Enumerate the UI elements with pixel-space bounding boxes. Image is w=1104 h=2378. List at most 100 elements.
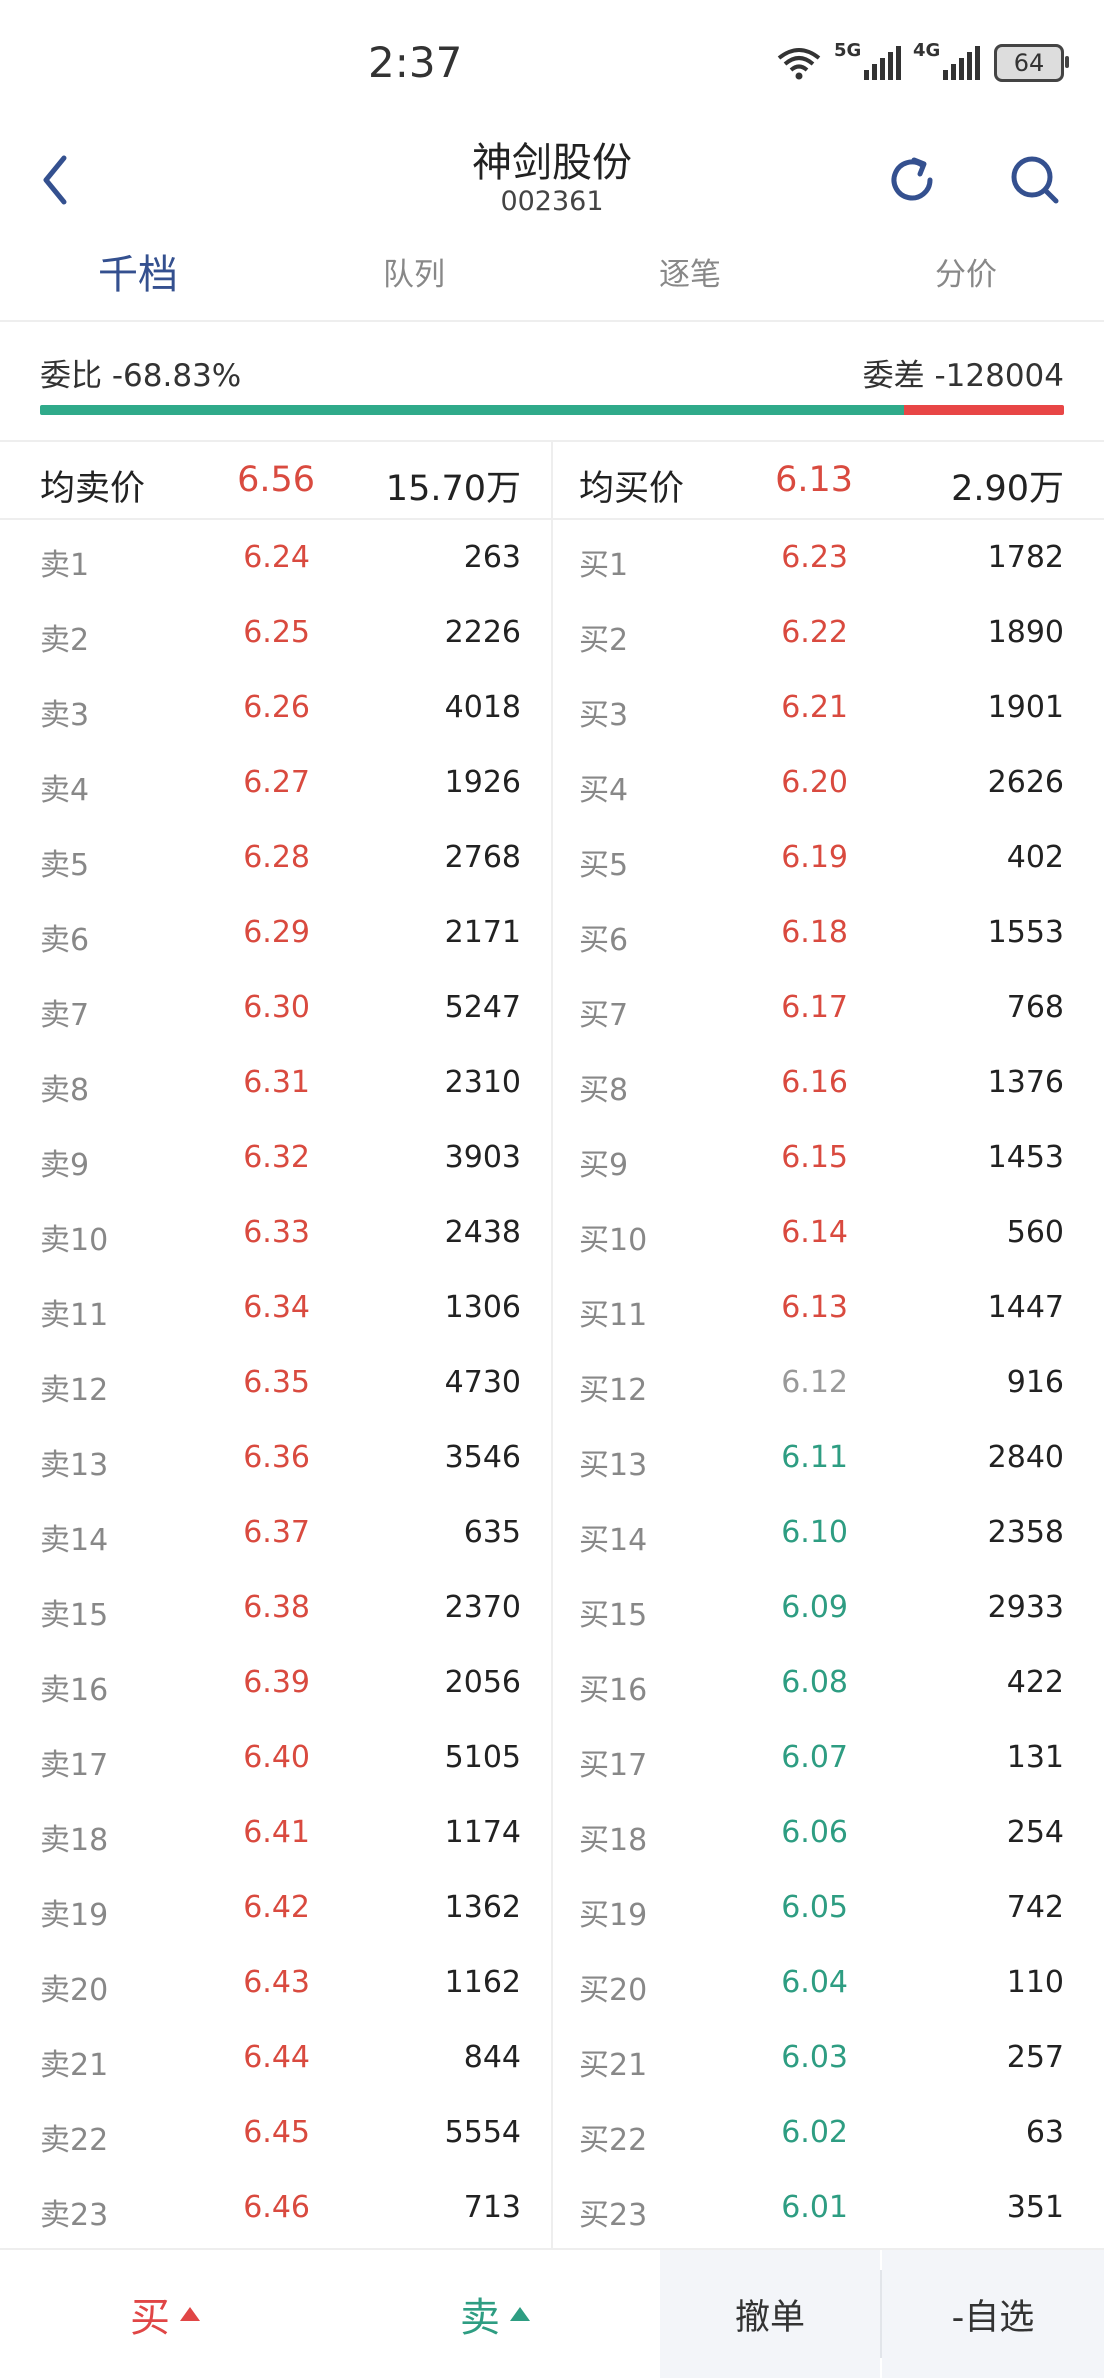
buy-level-price: 6.13 [781, 1290, 848, 1325]
buy-level-label: 买6 [579, 923, 629, 958]
buy-level-price: 6.02 [781, 2115, 848, 2150]
sell-level-row[interactable]: 卖11 6.34 1306 [0, 1270, 551, 1345]
sell-level-row[interactable]: 卖20 6.43 1162 [0, 1945, 551, 2020]
buy-level-row[interactable]: 买20 6.04 110 [553, 1945, 1104, 2020]
buy-level-row[interactable]: 买9 6.15 1453 [553, 1120, 1104, 1195]
buy-level-row[interactable]: 买13 6.11 2840 [553, 1420, 1104, 1495]
buy-level-row[interactable]: 买6 6.18 1553 [553, 895, 1104, 970]
buy-level-row[interactable]: 买2 6.22 1890 [553, 595, 1104, 670]
sell-level-row[interactable]: 卖21 6.44 844 [0, 2020, 551, 2095]
sell-level-price: 6.27 [243, 765, 310, 800]
sell-level-volume: 635 [463, 1515, 521, 1550]
sell-level-row[interactable]: 卖15 6.38 2370 [0, 1570, 551, 1645]
sell-level-price: 6.33 [243, 1215, 310, 1250]
buy-button[interactable]: 买 [0, 2250, 330, 2378]
sell-level-row[interactable]: 卖3 6.26 4018 [0, 670, 551, 745]
sell-level-price: 6.36 [243, 1440, 310, 1475]
buy-level-price: 6.07 [781, 1740, 848, 1775]
sell-level-label: 卖23 [40, 2198, 109, 2233]
order-book: 均卖价 6.56 15.70万 卖1 6.24 263 卖2 6.25 2226 卖3 6.2… [0, 442, 1104, 2248]
header: 神剑股份 002361 [0, 130, 1104, 230]
remove-watchlist-button[interactable]: -自选 [882, 2250, 1104, 2378]
sell-level-row[interactable]: 卖1 6.24 263 [0, 520, 551, 595]
sell-level-row[interactable]: 卖7 6.30 5247 [0, 970, 551, 1045]
sell-level-label: 卖2 [40, 623, 90, 658]
tab-divider [0, 320, 1104, 322]
sell-level-price: 6.28 [243, 840, 310, 875]
buy-level-price: 6.22 [781, 615, 848, 650]
sell-level-row[interactable]: 卖2 6.25 2226 [0, 595, 551, 670]
sell-level-price: 6.29 [243, 915, 310, 950]
sell-level-volume: 263 [463, 540, 521, 575]
sell-level-row[interactable]: 卖23 6.46 713 [0, 2170, 551, 2245]
sell-level-row[interactable]: 卖17 6.40 5105 [0, 1720, 551, 1795]
buy-level-label: 买5 [579, 848, 629, 883]
tab-qiandang[interactable]: 千档 [98, 252, 178, 298]
sell-level-row[interactable]: 卖8 6.31 2310 [0, 1045, 551, 1120]
buy-level-row[interactable]: 买19 6.05 742 [553, 1870, 1104, 1945]
buy-level-row[interactable]: 买14 6.10 2358 [553, 1495, 1104, 1570]
chevron-left-icon[interactable] [36, 150, 76, 210]
tab-fenjia[interactable]: 分价 [935, 257, 997, 293]
sell-level-volume: 713 [463, 2190, 521, 2225]
sell-level-row[interactable]: 卖5 6.28 2768 [0, 820, 551, 895]
buy-level-price: 6.20 [781, 765, 848, 800]
sell-level-row[interactable]: 卖14 6.37 635 [0, 1495, 551, 1570]
tab-duilie[interactable]: 队列 [383, 257, 445, 293]
buy-level-row[interactable]: 买12 6.12 916 [553, 1345, 1104, 1420]
avg-sell-volume: 15.70万 [385, 469, 521, 509]
buy-level-row[interactable]: 买18 6.06 254 [553, 1795, 1104, 1870]
buy-level-row[interactable]: 买22 6.02 63 [553, 2095, 1104, 2170]
cancel-order-button[interactable]: 撤单 [660, 2250, 880, 2378]
sell-level-price: 6.46 [243, 2190, 310, 2225]
sell-level-row[interactable]: 卖6 6.29 2171 [0, 895, 551, 970]
sell-level-row[interactable]: 卖22 6.45 5554 [0, 2095, 551, 2170]
buy-level-volume: 402 [1006, 840, 1064, 875]
buy-level-label: 买10 [579, 1223, 648, 1258]
sell-level-volume: 2438 [444, 1215, 521, 1250]
avg-buy-volume: 2.90万 [951, 469, 1064, 509]
sell-level-row[interactable]: 卖18 6.41 1174 [0, 1795, 551, 1870]
sell-level-row[interactable]: 卖19 6.42 1362 [0, 1870, 551, 1945]
buy-level-row[interactable]: 买4 6.20 2626 [553, 745, 1104, 820]
network-label-2: 4G [913, 40, 941, 61]
buy-level-volume: 1453 [987, 1140, 1064, 1175]
sell-level-volume: 4730 [444, 1365, 521, 1400]
buy-level-volume: 131 [1006, 1740, 1064, 1775]
buy-level-row[interactable]: 买1 6.23 1782 [553, 520, 1104, 595]
sell-button[interactable]: 卖 [330, 2250, 660, 2378]
buy-level-row[interactable]: 买21 6.03 257 [553, 2020, 1104, 2095]
tab-zhubi[interactable]: 逐笔 [659, 257, 721, 293]
search-icon[interactable] [1006, 152, 1062, 208]
sell-level-label: 卖22 [40, 2123, 109, 2158]
buy-level-price: 6.11 [781, 1440, 848, 1475]
buy-level-row[interactable]: 买23 6.01 351 [553, 2170, 1104, 2245]
sell-level-row[interactable]: 卖12 6.35 4730 [0, 1345, 551, 1420]
stock-title: 神剑股份 [472, 140, 632, 186]
sell-levels: 卖1 6.24 263 卖2 6.25 2226 卖3 6.26 4018 卖4 6.27 1926 卖… [0, 520, 551, 2245]
sell-level-row[interactable]: 卖13 6.36 3546 [0, 1420, 551, 1495]
buy-level-row[interactable]: 买10 6.14 560 [553, 1195, 1104, 1270]
sell-level-label: 卖1 [40, 548, 90, 583]
buy-level-row[interactable]: 买3 6.21 1901 [553, 670, 1104, 745]
buy-level-row[interactable]: 买17 6.07 131 [553, 1720, 1104, 1795]
buy-level-row[interactable]: 买5 6.19 402 [553, 820, 1104, 895]
sell-level-label: 卖20 [40, 1973, 109, 2008]
buy-level-row[interactable]: 买7 6.17 768 [553, 970, 1104, 1045]
sell-level-row[interactable]: 卖16 6.39 2056 [0, 1645, 551, 1720]
sell-level-volume: 2056 [444, 1665, 521, 1700]
buy-level-row[interactable]: 买16 6.08 422 [553, 1645, 1104, 1720]
buy-level-row[interactable]: 买8 6.16 1376 [553, 1045, 1104, 1120]
sell-level-row[interactable]: 卖4 6.27 1926 [0, 745, 551, 820]
sell-level-row[interactable]: 卖9 6.32 3903 [0, 1120, 551, 1195]
buy-level-volume: 742 [1006, 1890, 1064, 1925]
buy-level-row[interactable]: 买11 6.13 1447 [553, 1270, 1104, 1345]
sell-level-row[interactable]: 卖10 6.33 2438 [0, 1195, 551, 1270]
buy-level-price: 6.09 [781, 1590, 848, 1625]
sell-level-price: 6.30 [243, 990, 310, 1025]
sell-level-label: 卖11 [40, 1298, 109, 1333]
refresh-icon[interactable] [884, 152, 940, 208]
buy-level-row[interactable]: 买15 6.09 2933 [553, 1570, 1104, 1645]
sell-level-label: 卖5 [40, 848, 90, 883]
ratio-bar-red [904, 405, 1064, 415]
